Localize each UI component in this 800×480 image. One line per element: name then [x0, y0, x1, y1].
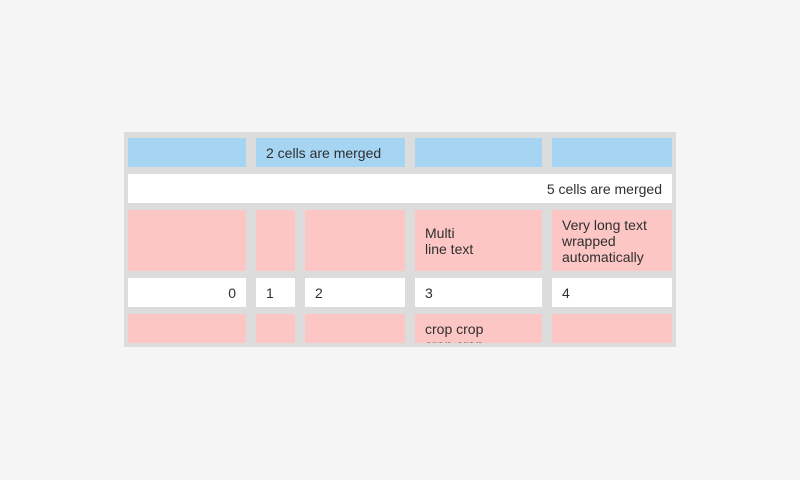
number-cell-4[interactable]: 4 [552, 278, 672, 307]
table-cell[interactable] [128, 210, 246, 271]
table-cell[interactable] [552, 314, 672, 343]
merged-cell-2[interactable]: 2 cells are merged [256, 138, 405, 167]
number-cell-0[interactable]: 0 [128, 278, 246, 307]
table-cell[interactable] [415, 138, 542, 167]
table-cell[interactable] [128, 314, 246, 343]
number-cell-2[interactable]: 2 [305, 278, 405, 307]
table-grid: 2 cells are merged 5 cells are merged Mu… [128, 138, 672, 343]
number-cell-3[interactable]: 3 [415, 278, 542, 307]
number-cell-1[interactable]: 1 [256, 278, 295, 307]
table-cell[interactable] [256, 314, 295, 343]
table-cell[interactable] [305, 210, 405, 271]
merged-cell-5[interactable]: 5 cells are merged [128, 174, 672, 203]
table-widget: 2 cells are merged 5 cells are merged Mu… [124, 132, 676, 347]
cropped-text-cell[interactable]: crop crop crop crop [415, 314, 542, 343]
table-cell[interactable] [256, 210, 295, 271]
wrapped-text-cell[interactable]: Very long text wrapped automatically [552, 210, 672, 271]
table-cell[interactable] [552, 138, 672, 167]
multi-line-cell[interactable]: Multi line text [415, 210, 542, 271]
table-cell[interactable] [128, 138, 246, 167]
table-cell[interactable] [305, 314, 405, 343]
table-clip-area: 2 cells are merged 5 cells are merged Mu… [128, 138, 672, 343]
